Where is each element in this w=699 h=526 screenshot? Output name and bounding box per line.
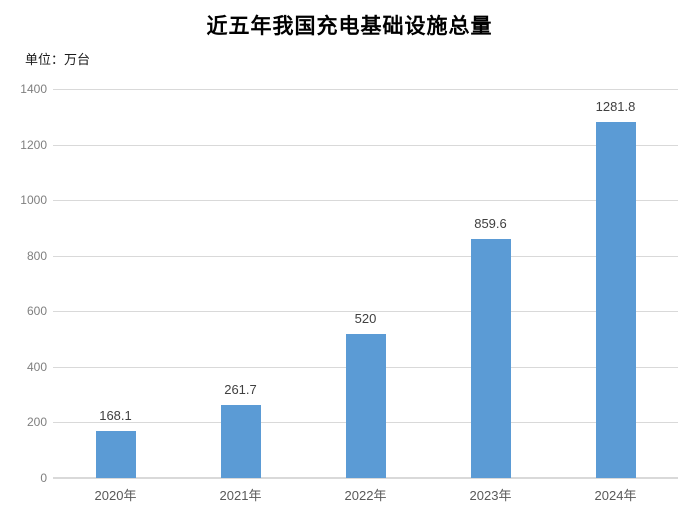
bar-value-label: 859.6 xyxy=(474,216,507,232)
unit-label: 单位：万台 xyxy=(25,52,91,67)
bar-2021年 xyxy=(220,405,261,478)
bar-value-label: 520 xyxy=(354,310,377,326)
gridline xyxy=(53,200,678,202)
x-axis-line xyxy=(53,477,678,479)
category-slot: 261.7 2021年 xyxy=(178,89,303,503)
x-axis-tick-label: 2024年 xyxy=(594,488,637,503)
y-axis-tick-label: 1200 xyxy=(20,137,47,152)
y-axis-tick-label: 0 xyxy=(40,471,47,485)
gridline xyxy=(53,144,678,146)
x-axis-tick-label: 2020年 xyxy=(94,488,137,503)
bar-2020年 xyxy=(95,431,136,478)
gridline xyxy=(53,89,678,90)
gridline xyxy=(53,255,678,257)
category-slot: 520 2022年 xyxy=(303,89,428,503)
y-axis-tick-label: 1400 xyxy=(20,82,47,96)
bar-value-label: 1281.8 xyxy=(595,98,636,114)
category-slot: 1281.8 2024年 xyxy=(553,89,678,503)
category-slot: 859.6 2023年 xyxy=(428,89,553,503)
bar-value-label: 261.7 xyxy=(224,382,257,398)
x-axis-tick-label: 2022年 xyxy=(344,488,387,503)
x-axis-tick-label: 2023年 xyxy=(469,488,512,503)
bar-value-label: 168.1 xyxy=(99,408,132,424)
gridline xyxy=(53,311,678,313)
bar-2024年 xyxy=(595,121,636,478)
y-axis: 0 200 400 600 800 1000 1200 1400 xyxy=(0,82,47,485)
x-axis-tick-label: 2021年 xyxy=(219,488,262,503)
bar-2022年 xyxy=(345,333,386,478)
y-axis-tick-label: 600 xyxy=(26,304,47,319)
bar-2023年 xyxy=(470,239,511,478)
y-axis-tick-label: 200 xyxy=(26,415,47,430)
chart-title: 近五年我国充电基础设施总量 xyxy=(206,14,493,38)
y-axis-tick-label: 400 xyxy=(26,359,47,374)
plot-area: 168.1 2020年 261.7 2021年 520 2022年 859.6 2023年 12… xyxy=(53,89,678,503)
y-axis-tick-label: 1000 xyxy=(20,193,47,208)
category-slot: 168.1 2020年 xyxy=(53,89,178,503)
y-axis-tick-label: 800 xyxy=(26,248,47,263)
